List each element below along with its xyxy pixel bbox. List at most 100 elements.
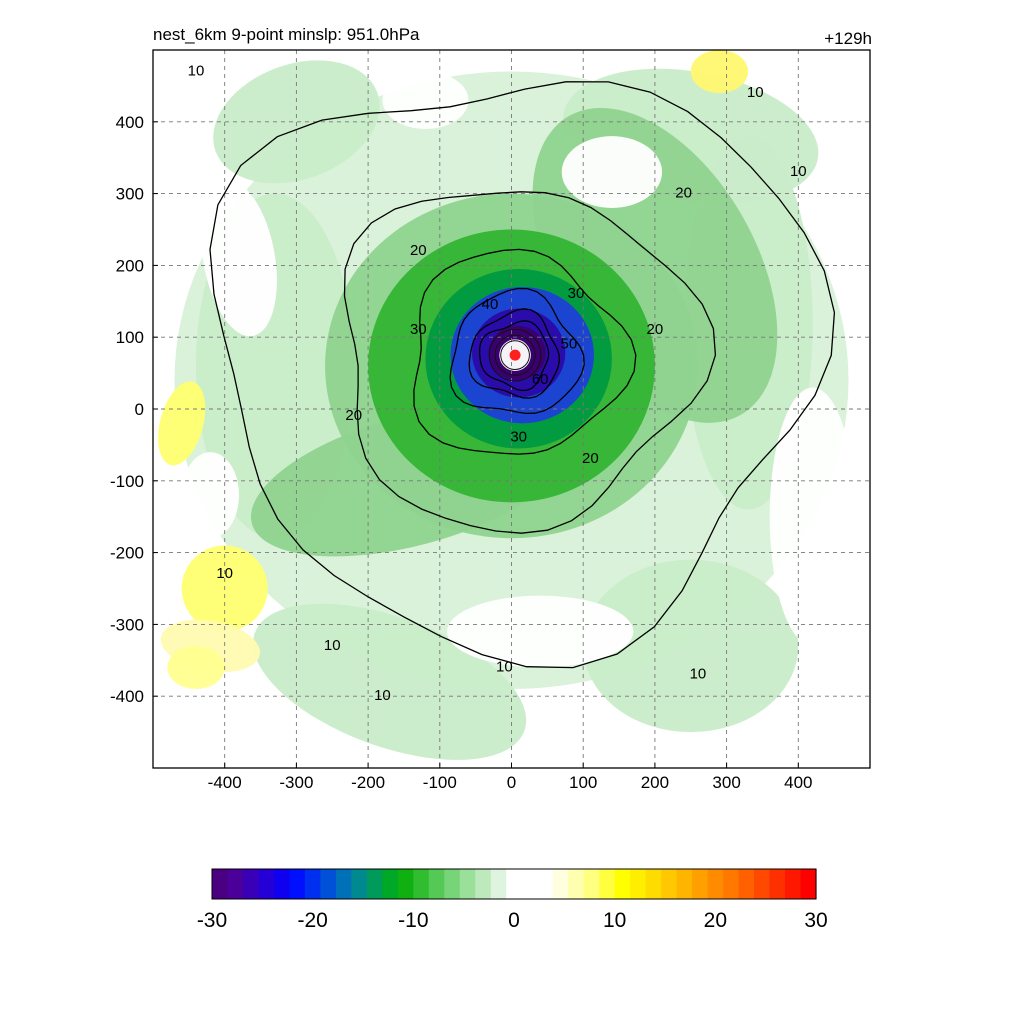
contour-eyewall — [488, 328, 542, 382]
contour-label: 10 — [374, 687, 391, 704]
y-tick-label: 0 — [135, 400, 144, 419]
y-tick-label: -200 — [110, 544, 144, 563]
colorbar-swatch — [397, 869, 414, 899]
contour-label: 10 — [216, 565, 233, 582]
contour-line — [209, 81, 836, 669]
colorbar-swatch — [506, 869, 523, 899]
y-tick-label: -100 — [110, 472, 144, 491]
contour-label: 30 — [568, 285, 585, 302]
x-tick-label: 300 — [712, 773, 740, 792]
colorbar-tick-label: -30 — [197, 909, 227, 932]
field-gap-north — [561, 136, 663, 208]
contour-label: 60 — [532, 371, 549, 388]
contour-label: 30 — [510, 429, 527, 446]
colorbar-swatch — [428, 869, 445, 899]
colorbar-swatch — [552, 869, 569, 899]
colorbar: -30 -20 -10 0 10 20 30 — [197, 868, 828, 932]
field-band-nw — [213, 60, 380, 184]
colorbar-frame — [211, 868, 817, 900]
storm-center-marker — [509, 349, 521, 361]
colorbar-swatch — [366, 869, 383, 899]
colorbar-swatch — [444, 869, 461, 899]
field-gap-southwest — [181, 452, 240, 539]
contour-label: 10 — [690, 666, 707, 683]
colorbar-swatch — [661, 869, 678, 899]
chart-title-right: +129h — [824, 29, 872, 48]
x-tick-label: 0 — [507, 773, 516, 792]
contour-label: 40 — [482, 296, 499, 313]
x-tick-label: 200 — [641, 773, 669, 792]
colorbar-swatch — [335, 869, 352, 899]
x-tick-label: 400 — [784, 773, 812, 792]
y-tick-label: 400 — [116, 113, 144, 132]
y-tick-label: 300 — [116, 185, 144, 204]
colorbar-swatch — [304, 869, 322, 899]
contour-label: 20 — [675, 185, 692, 202]
contour-eyewall — [500, 340, 530, 370]
contour-label: 30 — [410, 321, 427, 338]
colorbar-swatch — [754, 869, 771, 899]
contour-label: 50 — [561, 335, 578, 352]
colorbar-swatch — [738, 869, 755, 899]
colorbar-swatch — [599, 869, 616, 899]
x-tick-label: -100 — [423, 773, 457, 792]
colorbar-swatch — [785, 869, 802, 899]
field-yellow-north — [690, 50, 749, 94]
colorbar-swatch — [568, 869, 585, 899]
colorbar-swatch — [459, 869, 476, 899]
contour-label: 20 — [410, 242, 427, 259]
contour-label: 10 — [496, 658, 513, 675]
colorbar-swatch — [273, 869, 291, 899]
colorbar-swatch — [769, 869, 786, 899]
contour-label: 10 — [188, 63, 205, 80]
colorbar-swatch — [258, 869, 275, 899]
contour-line — [449, 287, 585, 415]
colorbar-swatch — [614, 869, 631, 899]
colorbar-swatch — [630, 869, 647, 899]
field-band-se — [583, 559, 799, 733]
contour-label: 10 — [747, 84, 764, 101]
contour-label: 10 — [790, 163, 807, 180]
x-tick-label: -300 — [279, 773, 313, 792]
contour-line — [413, 248, 637, 455]
colorbar-swatch — [645, 869, 662, 899]
y-tick-label: 100 — [116, 328, 144, 347]
field-yellow-south — [167, 645, 225, 690]
contour-label-layer: 10 10 10 10 10 10 10 10 20 20 20 20 20 30 30 30 40 50 60 — [188, 63, 807, 705]
y-tick-label: -300 — [110, 615, 144, 634]
field-gap-east — [769, 387, 856, 646]
y-axis: 400 300 200 100 0 -100 -200 -300 -400 — [110, 113, 158, 706]
x-tick-label: -400 — [208, 773, 242, 792]
x-tick-label: -200 — [351, 773, 385, 792]
colorbar-swatch — [351, 869, 368, 899]
colorbar-tick-label: 20 — [704, 909, 727, 932]
colorbar-swatch — [692, 869, 709, 899]
y-tick-label: 200 — [116, 256, 144, 275]
contour-label: 20 — [345, 407, 362, 424]
field-gap-south — [446, 595, 634, 668]
field-gap-north-west — [382, 71, 469, 129]
contour-label: 20 — [582, 450, 599, 467]
contour-eyewall — [494, 334, 536, 376]
colorbar-swatch — [800, 869, 817, 899]
y-tick-label: -400 — [110, 687, 144, 706]
colorbar-swatch — [707, 869, 724, 899]
contour-line — [468, 308, 560, 399]
x-axis: -400 -300 -200 -100 0 100 200 300 400 — [208, 763, 812, 792]
contour-layer — [209, 81, 836, 669]
colorbar-swatch — [382, 869, 399, 899]
colorbar-swatch — [583, 869, 600, 899]
plot-area: 10 10 10 10 10 10 10 10 20 20 20 20 20 30 30 30 40 50 60 — [153, 50, 870, 768]
x-tick-label: 100 — [569, 773, 597, 792]
colorbar-tick-label: 30 — [804, 909, 827, 932]
field-yellow-west — [158, 381, 206, 466]
colorbar-swatch — [537, 869, 554, 899]
colorbar-swatch — [227, 869, 244, 899]
colorbar-swatch — [289, 869, 306, 899]
colorbar-tick-label: -20 — [297, 909, 327, 932]
colorbar-tick-label: 10 — [603, 909, 626, 932]
colorbar-swatch — [413, 869, 430, 899]
colorbar-tick-label: 0 — [508, 909, 520, 932]
